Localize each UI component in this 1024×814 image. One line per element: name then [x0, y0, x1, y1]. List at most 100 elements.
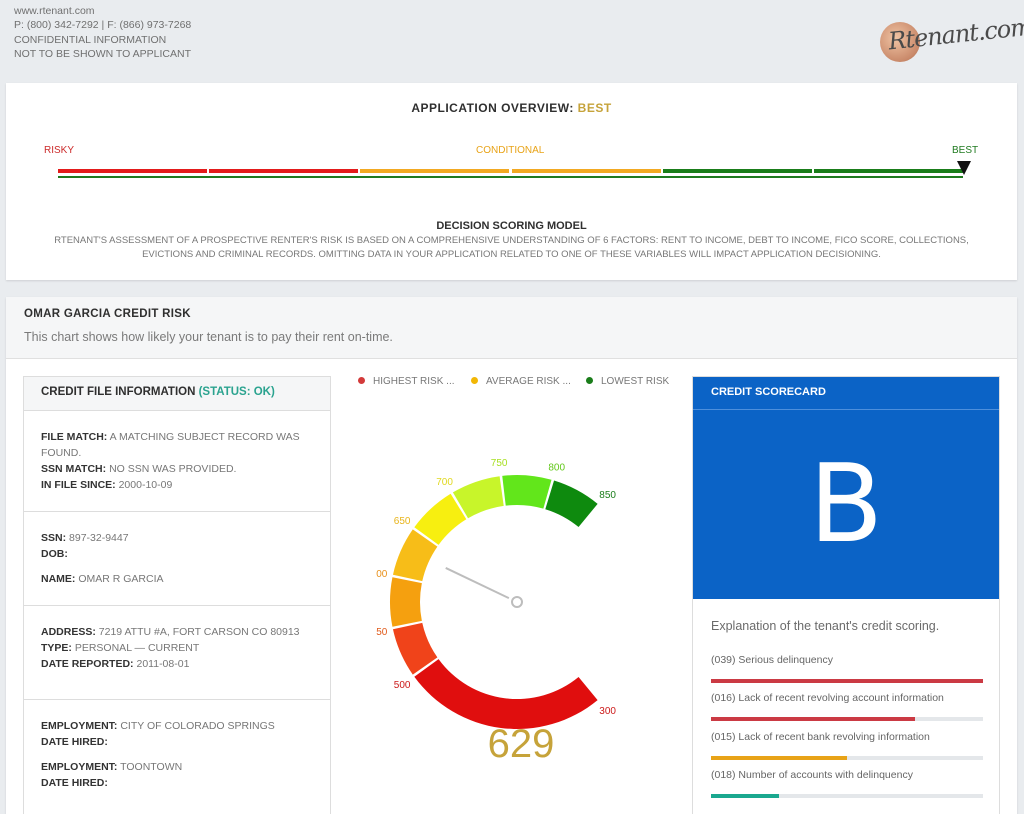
- legend-average-risk[interactable]: AVERAGE RISK ...: [471, 376, 571, 387]
- risk-scale-segment: [58, 169, 208, 173]
- in-file-value: 2000-10-09: [118, 479, 173, 491]
- reason-bar-track: [711, 679, 983, 683]
- gauge-tick-label: 600: [376, 569, 388, 580]
- rtenant-logo: Rtenant.com: [878, 13, 1024, 64]
- reason-bar-fill: [711, 756, 847, 760]
- gauge-tick-label: 850: [599, 490, 616, 501]
- reason-item: (039) Serious delinquency: [711, 654, 983, 683]
- gauge-tick-label: 550: [376, 627, 388, 638]
- file-match-section: FILE MATCH: A MATCHING SUBJECT RECORD WA…: [24, 411, 330, 512]
- reason-bar-track: [711, 794, 983, 798]
- type-row: TYPE: PERSONAL — CURRENT: [41, 640, 313, 656]
- reason-bar-fill: [711, 794, 779, 798]
- credit-risk-header: OMAR GARCIA CREDIT RISK This chart shows…: [6, 297, 1017, 359]
- reason-bar-fill: [711, 679, 983, 683]
- legend-dot-icon: [471, 377, 478, 384]
- legend-ellipsis: ...: [446, 376, 455, 387]
- ssn-label: SSN:: [41, 532, 67, 544]
- application-overview-card: APPLICATION OVERVIEW: BEST RISKY CONDITI…: [6, 83, 1017, 280]
- dob-row: DOB:: [41, 546, 313, 562]
- credit-score-gauge: 300 500 550 600 650 700 750 800 850: [376, 458, 616, 729]
- credit-risk-card: OMAR GARCIA CREDIT RISK This chart shows…: [6, 297, 1017, 814]
- scorecard-title: CREDIT SCORECARD: [693, 377, 999, 410]
- file-match-value: A MATCHING SUBJECT RECORD WAS FOUND.: [41, 431, 300, 459]
- employment-label-1: EMPLOYMENT:: [41, 720, 118, 732]
- address-label: ADDRESS:: [41, 626, 96, 638]
- gauge-needle: [445, 567, 510, 600]
- date-hired-label-1: DATE HIRED:: [41, 736, 108, 748]
- type-value: PERSONAL — CURRENT: [74, 642, 200, 654]
- employment-value-1: CITY OF COLORADO SPRINGS: [120, 720, 275, 732]
- overview-title: APPLICATION OVERVIEW: BEST: [6, 101, 1017, 115]
- reason-bar-track: [711, 756, 983, 760]
- reason-item: (015) Lack of recent bank revolving info…: [711, 731, 983, 760]
- date-reported-label: DATE REPORTED:: [41, 658, 134, 670]
- address-row: ADDRESS: 7219 ATTU #A, FORT CARSON CO 80…: [41, 624, 313, 640]
- risk-marker-icon: [957, 161, 971, 175]
- ssn-value: 897-32-9447: [69, 532, 129, 544]
- risk-scale-segment: [813, 169, 963, 173]
- file-match-row: FILE MATCH: A MATCHING SUBJECT RECORD WA…: [41, 429, 313, 461]
- credit-file-status: (STATUS: OK): [198, 386, 275, 398]
- risk-scale-segment: [360, 169, 510, 173]
- gauge-tick-label: 700: [436, 477, 453, 488]
- scale-label-risky: RISKY: [44, 145, 75, 156]
- ssn-match-label: SSN MATCH:: [41, 463, 107, 475]
- phone-fax: P: (800) 342-7292 | F: (866) 973-7268: [14, 19, 192, 32]
- reason-bar-fill: [711, 717, 915, 721]
- gauge-tick-label: 500: [394, 680, 411, 691]
- credit-risk-subtitle: This chart shows how likely your tenant …: [24, 330, 393, 344]
- gauge-tick-label: 300: [599, 706, 616, 717]
- reason-label: (015) Lack of recent bank revolving info…: [711, 731, 930, 743]
- reason-label: (018) Number of accounts with delinquenc…: [711, 769, 913, 781]
- scale-label-best: BEST: [952, 145, 979, 156]
- logo-suffix: .com: [976, 12, 1024, 47]
- gauge-band: [392, 622, 438, 675]
- reason-label: (016) Lack of recent revolving account i…: [711, 692, 944, 704]
- site-url[interactable]: www.rtenant.com: [14, 5, 95, 17]
- legend-ellipsis: ...: [562, 376, 571, 387]
- legend-dot-icon: [358, 377, 365, 384]
- risk-scale-segment: [662, 169, 812, 173]
- date-reported-value: 2011-08-01: [136, 658, 190, 670]
- employment-row-1: EMPLOYMENT: CITY OF COLORADO SPRINGS: [41, 718, 313, 734]
- risk-scale-segment: [209, 169, 359, 173]
- logo-text: Rtenant.com: [887, 11, 1024, 57]
- legend-highest-risk[interactable]: HIGHEST RISK ...: [358, 376, 455, 387]
- decision-model-title: DECISION SCORING MODEL: [436, 220, 587, 232]
- reason-bar-track: [711, 717, 983, 721]
- gauge-band: [452, 476, 504, 519]
- credit-file-title: CREDIT FILE INFORMATION: [41, 386, 196, 398]
- risk-scale-segment: [511, 169, 661, 173]
- employment-value-2: TOONTOWN: [120, 761, 183, 773]
- logo-name: Rtenant: [886, 18, 980, 56]
- type-label: TYPE:: [41, 642, 72, 654]
- legend-lowest-risk[interactable]: LOWEST RISK: [586, 376, 669, 387]
- credit-file-panel: CREDIT FILE INFORMATION (STATUS: OK) FIL…: [23, 376, 331, 814]
- date-reported-row: DATE REPORTED: 2011-08-01: [41, 656, 313, 672]
- credit-file-header: CREDIT FILE INFORMATION (STATUS: OK): [24, 377, 330, 411]
- reason-item: (016) Lack of recent revolving account i…: [711, 692, 983, 721]
- legend-label-lowest: LOWEST RISK: [601, 376, 670, 387]
- logo-ball-icon: [880, 22, 920, 62]
- legend-label-highest: HIGHEST RISK: [373, 376, 444, 387]
- gauge-band: [392, 529, 438, 582]
- identity-section: SSN: 897-32-9447 DOB: NAME: OMAR R GARCI…: [24, 512, 330, 606]
- address-value: 7219 ATTU #A, FORT CARSON CO 80913: [98, 626, 300, 638]
- name-row: NAME: OMAR R GARCIA: [41, 571, 313, 587]
- name-label: NAME:: [41, 573, 76, 585]
- credit-scorecard-panel: CREDIT SCORECARD B Explanation of the te…: [692, 376, 1000, 814]
- legend-dot-icon: [586, 377, 593, 384]
- employment-section: EMPLOYMENT: CITY OF COLORADO SPRINGS DAT…: [24, 700, 330, 814]
- gauge-pivot: [511, 596, 523, 608]
- date-hired-row-1: DATE HIRED:: [41, 734, 313, 750]
- overview-rating: BEST: [577, 101, 612, 115]
- employment-row-2: EMPLOYMENT: TOONTOWN: [41, 759, 313, 775]
- ssn-match-value: NO SSN WAS PROVIDED.: [109, 463, 237, 475]
- name-value: OMAR R GARCIA: [78, 573, 164, 585]
- dob-label: DOB:: [41, 548, 68, 560]
- employment-label-2: EMPLOYMENT:: [41, 761, 118, 773]
- credit-risk-title: OMAR GARCIA CREDIT RISK: [24, 308, 191, 320]
- company-info: www.rtenant.com P: (800) 342-7292 | F: (…: [14, 4, 191, 62]
- not-shown-note: NOT TO BE SHOWN TO APPLICANT: [14, 48, 191, 61]
